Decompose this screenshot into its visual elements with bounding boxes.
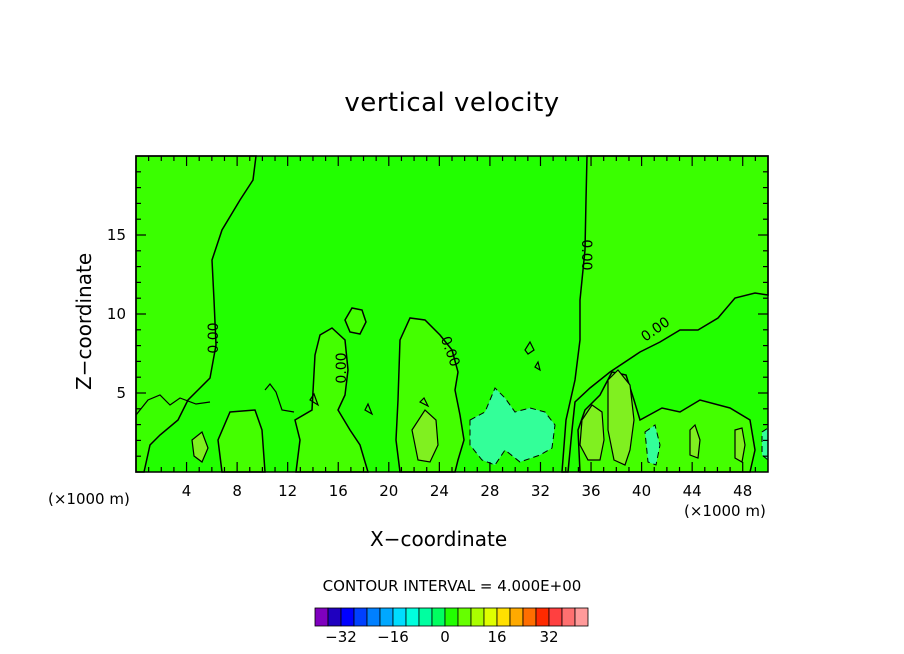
x-tick-label: 40 [632, 482, 651, 500]
x-axis-ticks: 4 8 12 16 20 24 28 32 36 40 44 48 [148, 156, 756, 500]
colorbar-label: −32 [325, 628, 357, 646]
contour-region-negative [761, 427, 769, 462]
x-tick-label: 8 [232, 482, 242, 500]
colorbar-swatch [574, 607, 589, 627]
colorbar-swatch [392, 607, 407, 627]
x-tick-label: 24 [430, 482, 449, 500]
colorbar-swatch [366, 607, 381, 627]
x-tick-label: 32 [531, 482, 550, 500]
contour-line [309, 392, 430, 416]
contour-region-strong-positive [191, 431, 209, 463]
colorbar-swatch [405, 607, 420, 627]
y-axis-label: Z−coordinate [72, 252, 96, 390]
colorbar-swatch [535, 607, 550, 627]
y-tick-label: 15 [107, 226, 126, 244]
x-tick-label: 28 [480, 482, 499, 500]
contour-interval-text: CONTOUR INTERVAL = 4.000E+00 [322, 577, 582, 595]
colorbar-swatch [522, 607, 537, 627]
contour-region-strong-positive [689, 423, 701, 459]
contour-region-negative [644, 424, 661, 466]
contour-region-strong-positive [579, 404, 605, 461]
y-axis-ticks: 5 10 15 [107, 171, 768, 457]
colorbar-label: 32 [539, 628, 558, 646]
contour-line [524, 340, 541, 372]
colorbar-swatch [548, 607, 563, 627]
colorbar-swatch [418, 607, 433, 627]
colorbar-swatch [470, 607, 485, 627]
contour-region-strong-positive [411, 409, 439, 463]
colorbar-swatch [327, 607, 342, 627]
x-tick-label: 48 [733, 482, 752, 500]
x-axis-label: X−coordinate [370, 527, 508, 551]
x-tick-label: 16 [329, 482, 348, 500]
colorbar-swatch [444, 607, 459, 627]
contour-line [135, 394, 211, 416]
colorbar-swatch [340, 607, 355, 627]
x-tick-label: 4 [182, 482, 192, 500]
colorbar-label: 16 [487, 628, 506, 646]
chart-title: vertical velocity [344, 88, 560, 118]
x-tick-label: 44 [683, 482, 702, 500]
colorbar-swatch [353, 607, 368, 627]
x-axis-unit-left: (×1000 m) [48, 490, 130, 508]
colorbar: −32 −16 0 16 32 [314, 607, 589, 646]
contour-region-positive [294, 327, 370, 473]
x-tick-label: 12 [278, 482, 297, 500]
colorbar-label: −16 [377, 628, 409, 646]
colorbar-swatch [379, 607, 394, 627]
colorbar-swatch [314, 607, 329, 627]
y-tick-label: 5 [116, 384, 126, 402]
y-tick-label: 10 [107, 305, 126, 323]
contour-label: 0.00 [206, 322, 222, 353]
colorbar-swatch [509, 607, 524, 627]
contour-region-positive [344, 307, 367, 335]
contour-line [264, 383, 295, 413]
contour-region-strong-positive [734, 427, 746, 463]
colorbar-swatch [457, 607, 472, 627]
contour-label: 0.00 [578, 239, 594, 270]
x-tick-label: 36 [581, 482, 600, 500]
contour-region-strong-positive [607, 369, 635, 466]
contour-region-positive [561, 155, 769, 473]
contour-region-negative [469, 387, 556, 466]
x-tick-label: 20 [379, 482, 398, 500]
contour-label: 0.00 [334, 352, 350, 383]
colorbar-swatch [483, 607, 498, 627]
colorbar-swatch [431, 607, 446, 627]
colorbar-swatch [561, 607, 576, 627]
colorbar-swatch [496, 607, 511, 627]
x-axis-unit-right: (×1000 m) [684, 502, 766, 520]
colorbar-label: 0 [440, 628, 450, 646]
